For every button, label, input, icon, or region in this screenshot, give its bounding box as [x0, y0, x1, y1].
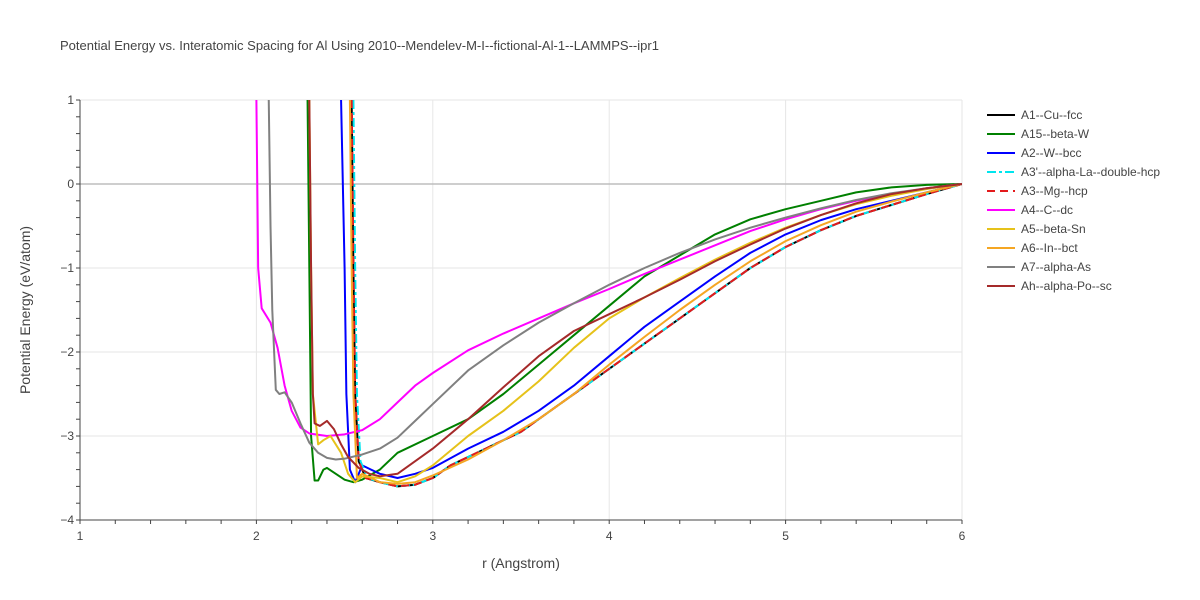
y-tick-label: 0 [67, 177, 74, 191]
x-tick-label: 6 [959, 529, 966, 543]
series-line-0 [350, 100, 962, 488]
series-line-2 [340, 100, 962, 484]
chart-title: Potential Energy vs. Interatomic Spacing… [60, 38, 659, 53]
legend-label: A5--beta-Sn [1021, 222, 1086, 236]
series-line-1 [306, 100, 962, 484]
series-line-9 [308, 100, 962, 478]
series-line-3 [352, 100, 962, 488]
y-tick-label: −2 [60, 345, 74, 359]
x-tick-label: 1 [77, 529, 84, 543]
y-tick-label: −3 [60, 429, 74, 443]
y-tick-label: −4 [60, 513, 74, 527]
y-tick-label: 1 [67, 93, 74, 107]
legend-label: A6--In--bct [1021, 241, 1078, 255]
legend-label: A4--C--dc [1021, 203, 1073, 217]
legend-label: A7--alpha-As [1021, 260, 1091, 274]
grid-lines [80, 99, 963, 520]
x-axis-title: r (Angstrom) [482, 555, 560, 571]
series-lines [255, 100, 962, 488]
y-tick-label: −1 [60, 261, 74, 275]
series-line-6 [308, 100, 962, 484]
legend-label: A3--Mg--hcp [1021, 184, 1088, 198]
legend-label: A2--W--bcc [1021, 146, 1081, 160]
x-tick-label: 5 [782, 529, 789, 543]
axes: 1 2 3 4 5 6 1 0 −1 −2 −3 −4 [60, 93, 965, 543]
series-line-7 [348, 100, 962, 485]
series-line-4 [350, 100, 962, 488]
y-axis-title: Potential Energy (eV/atom) [17, 226, 33, 394]
series-line-8 [267, 100, 962, 461]
x-tick-label: 3 [429, 529, 436, 543]
legend-label: A3'--alpha-La--double-hcp [1021, 165, 1160, 179]
x-tick-label: 2 [253, 529, 260, 543]
series-line-5 [255, 100, 962, 437]
legend-label: A1--Cu--fcc [1021, 108, 1082, 122]
legend-label: A15--beta-W [1021, 127, 1090, 141]
legend-label: Ah--alpha-Po--sc [1021, 279, 1112, 293]
x-tick-label: 4 [606, 529, 613, 543]
legend: A1--Cu--fcc A15--beta-W A2--W--bcc A3'--alp… [987, 108, 1160, 293]
